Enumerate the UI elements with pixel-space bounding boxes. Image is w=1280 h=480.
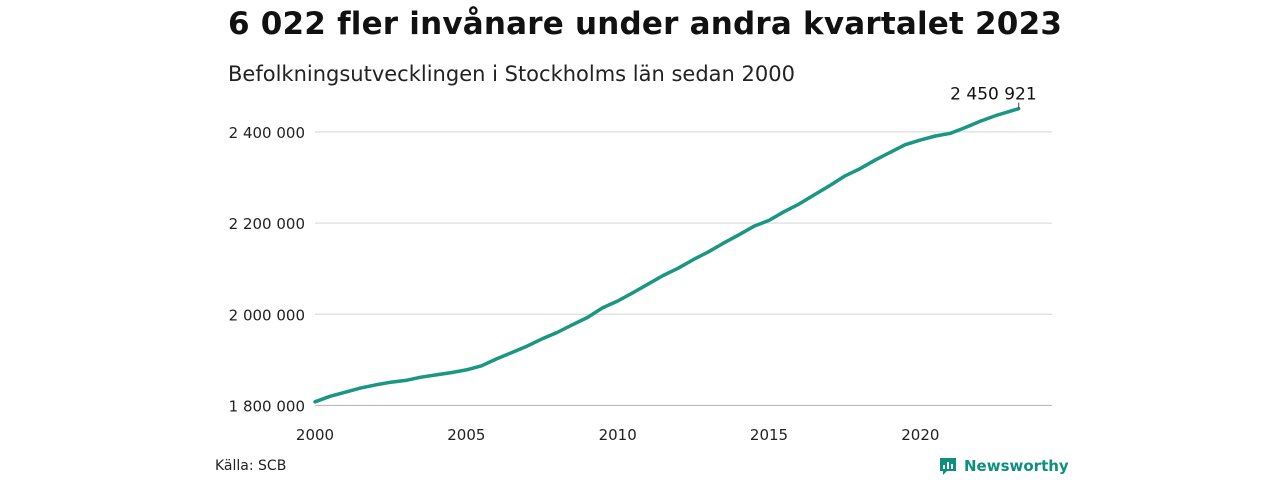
chart-subtitle: Befolkningsutvecklingen i Stockholms län… [228, 62, 795, 86]
brand-name: Newsworthy [964, 457, 1069, 475]
y-tick-label: 1 800 000 [229, 397, 305, 415]
newsworthy-logo-icon [940, 458, 956, 475]
x-tick-label: 2015 [750, 426, 788, 444]
source-label: Källa: SCB [215, 458, 287, 474]
x-tick-label: 2020 [901, 426, 939, 444]
x-tick-label: 2000 [296, 426, 334, 444]
x-tick-label: 2010 [599, 426, 637, 444]
x-tick-label: 2005 [447, 426, 485, 444]
y-tick-label: 2 400 000 [229, 124, 305, 142]
brand-logo[interactable]: Newsworthy [938, 456, 1069, 476]
end-value-label: 2 450 921 [950, 85, 1037, 105]
y-tick-label: 2 000 000 [229, 306, 305, 324]
line-chart: 1 800 000 2 000 000 2 200 000 2 400 000 2000… [229, 85, 1052, 444]
chart-title: 6 022 fler invånare under andra kvartale… [228, 6, 1063, 42]
y-tick-label: 2 200 000 [229, 215, 305, 233]
series-line [313, 106, 1021, 404]
